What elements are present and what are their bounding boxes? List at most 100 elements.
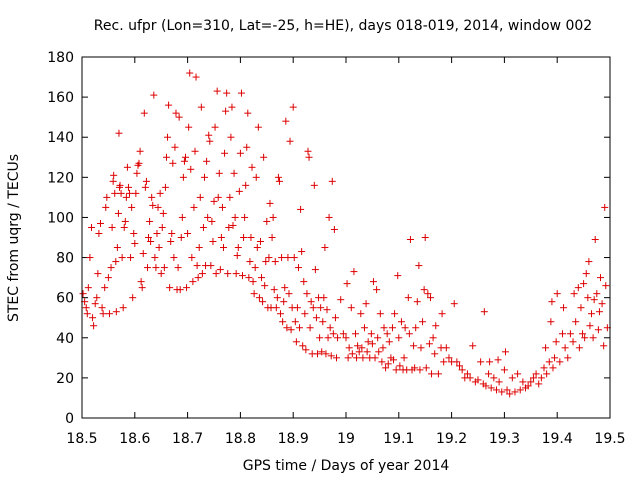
data-point bbox=[149, 201, 157, 209]
data-point bbox=[120, 223, 128, 231]
data-point bbox=[168, 229, 176, 237]
data-point bbox=[296, 324, 304, 332]
data-point bbox=[181, 153, 189, 161]
data-point bbox=[136, 147, 144, 155]
data-point bbox=[577, 304, 585, 312]
data-points bbox=[79, 69, 611, 398]
data-point bbox=[237, 89, 245, 97]
data-point bbox=[292, 338, 300, 346]
data-point bbox=[556, 358, 564, 366]
data-point bbox=[350, 268, 358, 276]
data-point bbox=[354, 342, 362, 350]
data-point bbox=[262, 258, 270, 266]
data-point bbox=[204, 213, 212, 221]
data-point bbox=[170, 254, 178, 262]
data-point bbox=[207, 262, 215, 270]
data-point bbox=[540, 364, 548, 372]
data-point bbox=[89, 314, 97, 322]
data-point bbox=[429, 334, 437, 342]
data-point bbox=[270, 286, 278, 294]
data-point bbox=[595, 308, 603, 316]
data-point bbox=[231, 213, 239, 221]
data-point bbox=[378, 358, 386, 366]
data-point bbox=[88, 223, 96, 231]
data-point bbox=[561, 344, 569, 352]
data-point bbox=[589, 334, 597, 342]
data-point bbox=[103, 193, 111, 201]
data-point bbox=[358, 344, 366, 352]
data-point bbox=[117, 189, 125, 197]
data-point bbox=[590, 296, 598, 304]
data-point bbox=[221, 149, 229, 157]
data-point bbox=[302, 346, 310, 354]
data-point bbox=[395, 334, 403, 342]
x-tick-label: 19.5 bbox=[594, 431, 625, 447]
data-point bbox=[211, 123, 219, 131]
data-point bbox=[456, 362, 464, 370]
data-point bbox=[348, 350, 356, 358]
data-point bbox=[535, 380, 543, 388]
data-point bbox=[148, 193, 156, 201]
data-point bbox=[394, 272, 402, 280]
y-tick-label: 80 bbox=[56, 251, 74, 267]
data-point bbox=[235, 187, 243, 195]
data-point bbox=[157, 270, 165, 278]
data-point bbox=[321, 244, 329, 252]
data-point bbox=[339, 330, 347, 338]
data-point bbox=[492, 386, 500, 394]
data-point bbox=[255, 294, 263, 302]
x-tick-label: 19.2 bbox=[436, 431, 467, 447]
data-point bbox=[250, 290, 258, 298]
data-point bbox=[331, 314, 339, 322]
y-tick-label: 100 bbox=[47, 210, 74, 226]
data-point bbox=[228, 103, 236, 111]
data-point bbox=[131, 240, 139, 248]
data-point bbox=[196, 193, 204, 201]
data-point bbox=[94, 270, 102, 278]
data-point bbox=[90, 322, 98, 330]
data-point bbox=[411, 364, 419, 372]
data-point bbox=[260, 153, 268, 161]
data-point bbox=[298, 248, 306, 256]
data-point bbox=[287, 326, 295, 334]
data-point bbox=[281, 284, 289, 292]
data-point bbox=[290, 254, 298, 262]
data-point bbox=[266, 199, 274, 207]
data-point bbox=[375, 348, 383, 356]
data-point bbox=[229, 221, 237, 229]
data-point bbox=[297, 205, 305, 213]
data-point bbox=[128, 203, 136, 211]
data-point bbox=[560, 304, 568, 312]
data-point bbox=[217, 234, 225, 241]
data-point bbox=[239, 272, 247, 280]
data-point bbox=[135, 159, 143, 167]
data-point bbox=[413, 298, 421, 306]
data-point bbox=[309, 304, 317, 312]
y-axis-label: STEC from uqrg / TECUs bbox=[6, 154, 22, 322]
data-point bbox=[566, 330, 574, 338]
data-point bbox=[404, 294, 412, 302]
data-point bbox=[99, 310, 107, 318]
data-point bbox=[312, 314, 320, 322]
data-point bbox=[503, 386, 511, 394]
data-point bbox=[279, 318, 287, 326]
data-point bbox=[388, 324, 396, 332]
data-point bbox=[183, 284, 191, 292]
data-point bbox=[195, 244, 203, 252]
data-point bbox=[580, 280, 588, 288]
data-point bbox=[146, 217, 154, 225]
data-point bbox=[200, 173, 208, 181]
data-point bbox=[248, 163, 256, 171]
x-tick-label: 18.5 bbox=[66, 431, 97, 447]
y-tick-label: 0 bbox=[65, 411, 74, 427]
data-point bbox=[299, 342, 307, 350]
data-point bbox=[445, 354, 453, 362]
data-point bbox=[245, 274, 253, 282]
data-point bbox=[545, 358, 553, 366]
data-point bbox=[84, 284, 92, 292]
data-point bbox=[115, 129, 123, 137]
data-point bbox=[109, 177, 117, 185]
data-point bbox=[107, 264, 115, 272]
data-point bbox=[374, 334, 382, 342]
data-point bbox=[347, 304, 355, 312]
